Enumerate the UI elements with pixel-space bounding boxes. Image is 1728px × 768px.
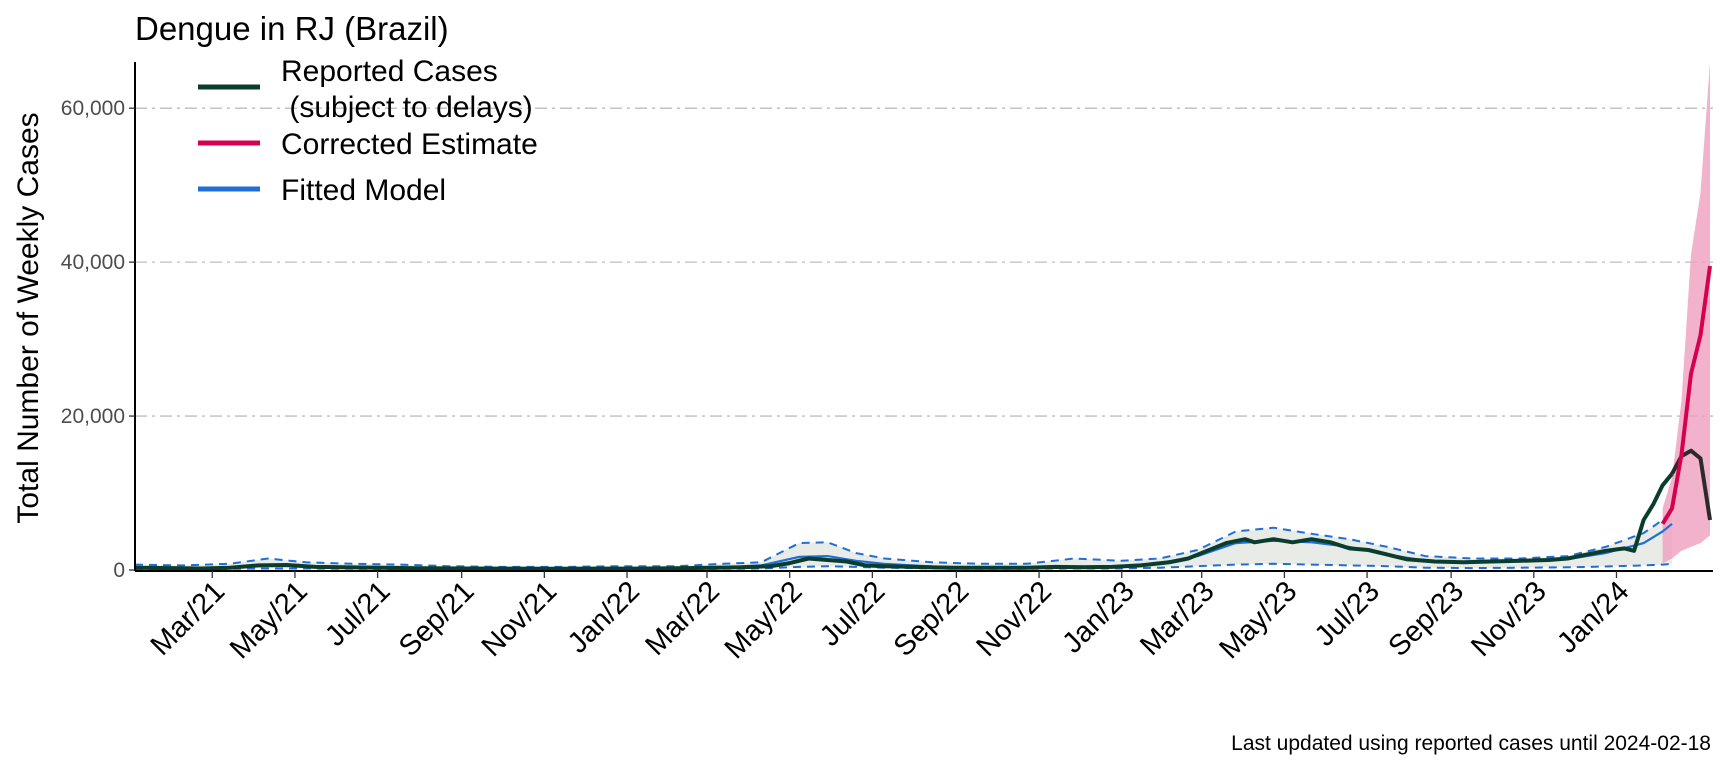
fitted-model-upper-bound: [134, 507, 1673, 568]
reported-cases-line: [134, 472, 1674, 571]
x-tick-label-13: May/23: [1213, 575, 1303, 665]
x-tick-label-9: Sep/22: [888, 575, 976, 663]
legend-label-corrected: Corrected Estimate: [281, 128, 538, 161]
series-lines: [134, 265, 1712, 571]
x-tick-label-5: Jan/22: [562, 575, 646, 659]
y-tick-label-1: 20,000: [61, 405, 125, 428]
legend: Reported Cases (subject to delays) Corre…: [198, 55, 538, 207]
y-tick-label-3: 60,000: [61, 97, 125, 120]
x-tick-label-16: Nov/23: [1465, 575, 1553, 663]
x-tick-label-3: Sep/21: [393, 575, 481, 663]
x-tick-label-4: Nov/21: [476, 575, 564, 663]
x-tick-label-7: May/22: [719, 575, 809, 665]
y-ticks: 0 20,000 40,000 60,000: [61, 97, 135, 582]
corrected-estimate-band: [1662, 62, 1710, 564]
axes: [134, 62, 1713, 572]
x-tick-label-12: Mar/23: [1134, 575, 1220, 661]
x-tick-label-1: May/21: [224, 575, 314, 665]
legend-label-reported: Reported Cases: [281, 55, 498, 88]
x-tick-label-6: Mar/22: [639, 575, 725, 661]
x-tick-label-15: Sep/23: [1382, 575, 1470, 663]
x-tick-label-11: Jan/23: [1056, 575, 1140, 659]
legend-label-reported-note: (subject to delays): [281, 91, 533, 124]
y-tick-label-2: 40,000: [61, 251, 125, 274]
y-tick-label-0: 0: [113, 559, 125, 582]
caption: Last updated using reported cases until …: [1231, 732, 1711, 755]
fitted-model-band: [135, 508, 1672, 570]
x-tick-label-14: Jul/23: [1309, 575, 1386, 652]
x-tick-label-17: Jan/24: [1551, 575, 1635, 659]
x-tick-label-0: Mar/21: [145, 575, 231, 661]
legend-label-fitted: Fitted Model: [281, 174, 446, 207]
x-tick-label-8: Jul/22: [814, 575, 891, 652]
corrected-estimate-line: [1660, 265, 1712, 525]
y-axis-label: Total Number of Weekly Cases: [12, 112, 45, 523]
chart-title: Dengue in RJ (Brazil): [135, 10, 449, 47]
x-tick-label-2: Jul/21: [319, 575, 396, 652]
x-tick-label-10: Nov/22: [970, 575, 1058, 663]
